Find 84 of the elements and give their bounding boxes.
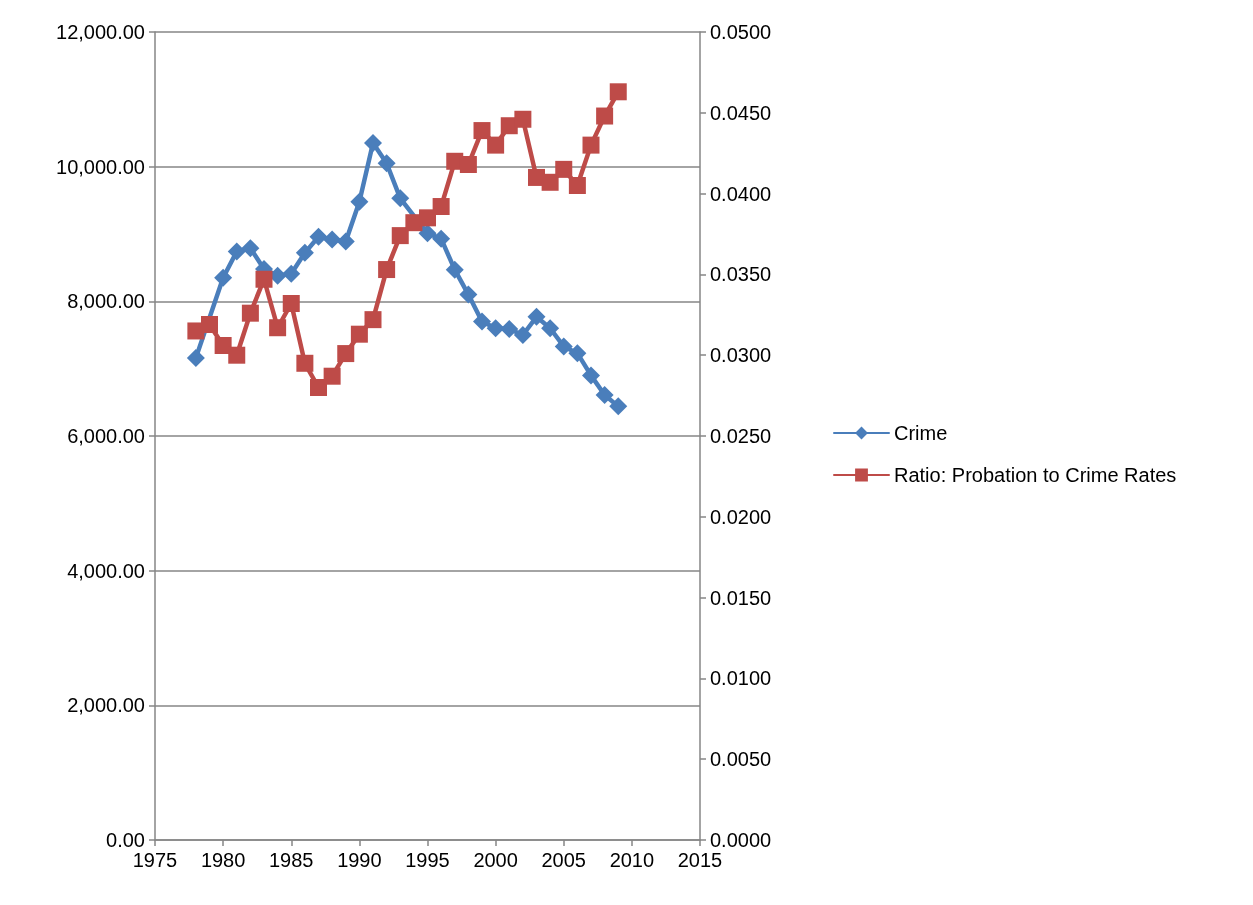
y2-tick-label: 0.0400 <box>710 182 772 205</box>
point <box>459 156 477 174</box>
point <box>377 154 396 173</box>
point <box>445 260 464 279</box>
point <box>568 344 587 363</box>
point <box>214 268 233 287</box>
point <box>241 304 259 322</box>
point <box>186 348 205 367</box>
point <box>500 319 519 338</box>
point <box>336 232 355 251</box>
point <box>487 136 505 154</box>
point <box>391 189 410 208</box>
point <box>419 209 436 227</box>
y2-tick-label: 0.0350 <box>710 263 772 286</box>
point <box>582 136 600 154</box>
y-tick-label: 6,000.00 <box>67 425 145 447</box>
y2-tick-label: 0.0150 <box>710 586 772 609</box>
point <box>296 354 314 372</box>
point <box>323 230 342 249</box>
point <box>391 227 409 245</box>
point <box>432 198 450 216</box>
y2-tick-label: 0.0300 <box>710 344 772 367</box>
point <box>378 261 396 279</box>
point <box>473 312 491 331</box>
point <box>364 134 382 153</box>
point <box>609 397 628 416</box>
legend-label: Ratio: Probation to Crime Rates <box>894 464 1177 486</box>
point <box>337 345 355 363</box>
point <box>473 122 491 140</box>
y2-tick-label: 0.0450 <box>710 101 772 124</box>
point <box>582 366 600 385</box>
point <box>541 319 560 338</box>
x-tick-label: 1980 <box>200 849 246 871</box>
y2-tick-label: 0.0050 <box>710 748 772 771</box>
point <box>554 337 573 356</box>
x-tick-label: 1995 <box>405 849 450 871</box>
x-tick-label: 1975 <box>132 849 178 871</box>
point <box>282 264 301 283</box>
x-tick-label: 1985 <box>269 849 314 871</box>
point <box>255 270 273 288</box>
y-tick-label: 4,000.00 <box>67 559 145 582</box>
point <box>241 239 260 258</box>
y-tick-label: 10,000.00 <box>56 155 145 178</box>
point <box>595 385 614 404</box>
y-tick-label: 0.00 <box>106 829 145 851</box>
point <box>201 316 218 333</box>
point <box>596 107 614 125</box>
point <box>214 337 232 354</box>
point <box>227 242 246 261</box>
y-tick-label: 12,000.00 <box>56 21 145 43</box>
y2-tick-label: 0.0250 <box>710 425 772 447</box>
point <box>459 285 478 304</box>
point <box>350 192 369 211</box>
legend-label: Crime <box>894 422 948 444</box>
point <box>309 227 328 246</box>
point <box>568 177 586 195</box>
point <box>432 229 451 248</box>
point <box>323 367 341 385</box>
point <box>364 311 382 329</box>
y-tick-label: 2,000.00 <box>67 694 145 717</box>
y2-tick-label: 0.0200 <box>710 505 772 528</box>
point <box>310 379 327 397</box>
point <box>418 224 437 243</box>
point <box>486 319 505 338</box>
y2-tick-label: 0.0000 <box>710 829 772 851</box>
point <box>541 173 559 191</box>
point <box>295 243 314 262</box>
point <box>513 326 532 344</box>
y2-tick-label: 0.0500 <box>710 21 772 43</box>
point <box>609 83 627 101</box>
x-tick-label: 2005 <box>541 849 586 871</box>
x-tick-label: 2000 <box>473 849 518 871</box>
x-tick-label: 1990 <box>337 849 382 871</box>
x-tick-label: 2010 <box>609 849 655 871</box>
y2-tick-label: 0.0100 <box>710 667 772 690</box>
point <box>282 294 300 312</box>
y-tick-label: 8,000.00 <box>67 290 145 313</box>
point <box>514 110 532 128</box>
point <box>228 346 246 364</box>
point <box>269 319 287 337</box>
point <box>527 307 546 326</box>
point <box>350 325 368 343</box>
point <box>555 160 573 178</box>
x-tick-label: 2015 <box>677 849 723 871</box>
